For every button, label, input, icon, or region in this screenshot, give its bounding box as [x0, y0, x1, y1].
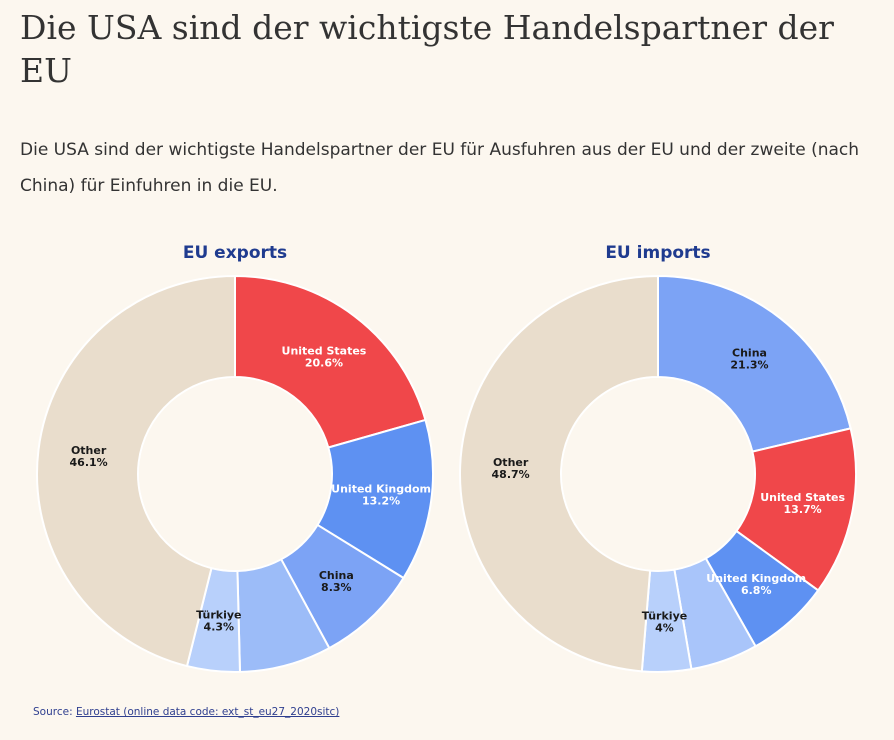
imports-label-china: China — [732, 346, 767, 359]
exports-value-other: 46.1% — [70, 456, 108, 469]
exports-slice-other — [36, 274, 236, 668]
exports-slice-united-states — [234, 274, 427, 449]
page-subtitle: Die USA sind der wichtigste Handelspartn… — [20, 140, 860, 196]
exports-label-china: China — [319, 569, 354, 582]
page-title: Die USA sind der wichtigste Handelspartn… — [20, 8, 834, 90]
exports-value-united-kingdom: 13.2% — [362, 494, 400, 507]
exports-label-other: Other — [71, 444, 107, 457]
imports-label-united-states: United States — [760, 491, 845, 504]
imports-slices — [459, 274, 857, 673]
imports-label-turkiye: Türkiye — [642, 609, 687, 622]
source-prefix: Source: — [33, 706, 73, 718]
imports-value-united-states: 13.7% — [784, 503, 822, 516]
source-link[interactable]: Eurostat (online data code: ext_st_eu27_… — [75, 706, 340, 718]
exports-chart-title: EU exports — [183, 243, 287, 263]
exports-label-united-kingdom: United Kingdom — [331, 482, 431, 495]
exports-value-united-states: 20.6% — [305, 356, 343, 369]
exports-donut-hole — [139, 378, 331, 570]
exports-label-turkiye: Türkiye — [196, 609, 241, 622]
source-note: Source: Eurostat (online data code: ext_… — [33, 706, 339, 718]
imports-label-united-kingdom: United Kingdom — [706, 572, 806, 585]
imports-donut-hole — [562, 378, 754, 570]
imports-label-other: Other — [493, 456, 529, 469]
exports-slices — [36, 274, 434, 673]
exports-value-turkiye: 4.3% — [204, 621, 235, 634]
exports-label-united-states: United States — [282, 344, 367, 357]
imports-value-other: 48.7% — [492, 468, 530, 481]
imports-value-united-kingdom: 6.8% — [741, 584, 772, 597]
imports-value-china: 21.3% — [730, 358, 768, 371]
imports-slice-other — [459, 274, 659, 673]
exports-value-china: 8.3% — [321, 581, 352, 594]
imports-chart-title: EU imports — [605, 243, 710, 263]
exports-slice-united-kingdom — [316, 418, 434, 580]
imports-value-turkiye: 4% — [655, 621, 674, 634]
imports-slice-china — [657, 274, 852, 453]
